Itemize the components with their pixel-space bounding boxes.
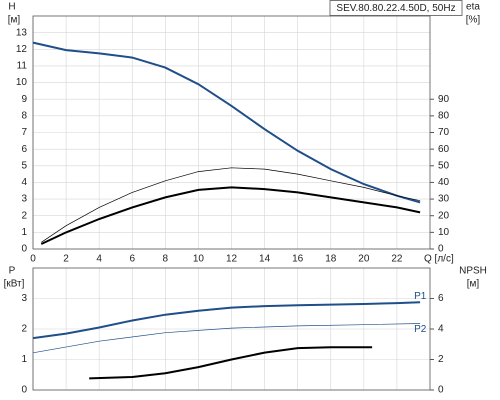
data-line: [41, 167, 421, 243]
y-tick-label: 10: [16, 77, 28, 88]
x-tick-label: 10: [193, 254, 205, 265]
x-tick-label: 6: [129, 254, 135, 265]
y2-tick-label: 50: [438, 160, 450, 171]
y-tick-label: 6: [21, 144, 27, 155]
y-tick-label: 2: [21, 210, 27, 221]
y-tick-label: 8: [21, 110, 27, 121]
y2-tick-label: 70: [438, 127, 450, 138]
x-tick-label: 20: [358, 254, 370, 265]
y-tick-label: 11: [17, 61, 28, 72]
title-box: [329, 0, 463, 16]
y2-axis-label: NPSH: [459, 266, 487, 277]
y2-tick-label: 30: [438, 194, 450, 205]
y2-tick-label: 0: [438, 385, 444, 396]
x-tick-label: 2: [63, 254, 69, 265]
data-line: [89, 346, 373, 380]
x-axis-label: Q [л/с]: [424, 254, 454, 265]
y2-tick-label: 0: [438, 244, 444, 255]
y-tick-label: 3: [21, 194, 27, 205]
y-tick-label: 12: [16, 44, 28, 55]
y2-axis-unit: [м]: [467, 279, 480, 290]
y2-tick-label: 80: [438, 110, 450, 121]
y2-tick-label: 40: [438, 177, 450, 188]
x-tick-label: 8: [163, 254, 169, 265]
y2-axis-unit: [%]: [466, 15, 481, 26]
x-tick-label: 4: [96, 254, 102, 265]
data-line: [32, 323, 421, 354]
y-tick-label: 7: [21, 127, 27, 138]
series-label: P1: [414, 291, 427, 302]
y-axis-unit: [кВт]: [4, 279, 25, 290]
y2-axis-label: eta: [466, 2, 480, 13]
y-axis-unit: [м]: [8, 15, 21, 26]
y-tick-label: 3: [21, 293, 27, 304]
plot-frame: [32, 267, 431, 391]
y2-tick-label: 10: [438, 227, 450, 238]
y-tick-label: 13: [16, 27, 28, 38]
y-tick-label: 9: [21, 94, 27, 105]
y-tick-label: 1: [21, 227, 27, 238]
y-tick-label: 4: [21, 177, 27, 188]
y2-tick-label: 60: [438, 144, 450, 155]
y-tick-label: 2: [21, 324, 27, 335]
x-tick-label: 0: [30, 254, 36, 265]
data-line: [40, 186, 421, 245]
y-axis-label: H: [8, 2, 15, 13]
plot-frame: [32, 15, 431, 250]
y2-tick-label: 6: [438, 293, 444, 304]
x-tick-label: 14: [259, 254, 271, 265]
y2-tick-label: 20: [438, 210, 450, 221]
chart-title: SEV.80.80.22.4.50D, 50Hz: [336, 3, 455, 14]
y-tick-label: 0: [21, 385, 27, 396]
series-label: P2: [414, 324, 427, 335]
y2-tick-label: 90: [438, 94, 450, 105]
x-tick-label: 16: [292, 254, 304, 265]
y-tick-label: 0: [21, 244, 27, 255]
y2-tick-label: 4: [438, 324, 444, 335]
y2-tick-label: 2: [438, 354, 444, 365]
x-tick-label: 12: [226, 254, 238, 265]
data-line: [32, 301, 421, 340]
y-tick-label: 5: [21, 160, 27, 171]
x-tick-label: 22: [391, 254, 403, 265]
y-axis-label: P: [9, 266, 16, 277]
data-line: [32, 41, 421, 204]
y-tick-label: 1: [21, 354, 27, 365]
x-tick-label: 18: [325, 254, 337, 265]
